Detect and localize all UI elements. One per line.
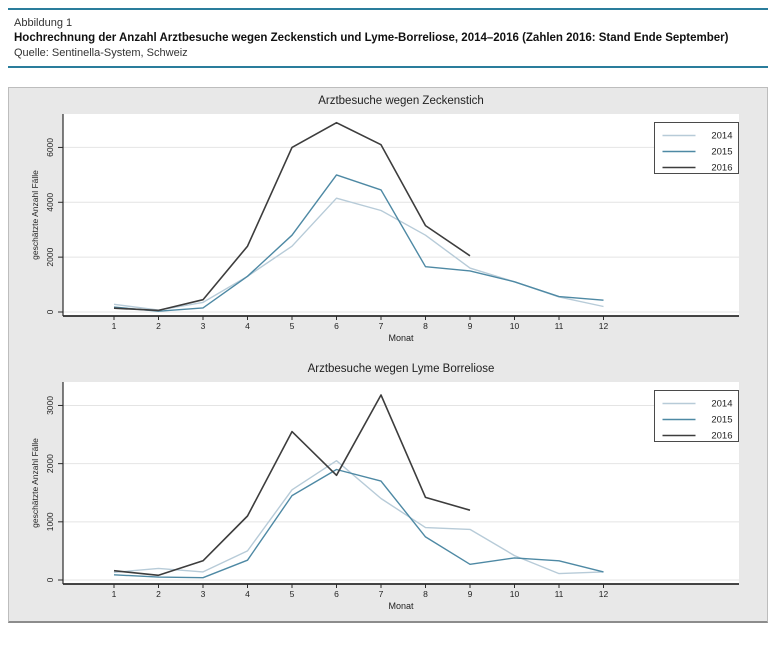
x-axis-title: Monat — [388, 333, 414, 343]
legend-label-2015: 2015 — [711, 147, 732, 158]
series-line-2015 — [113, 174, 604, 312]
y-tick-label: 2000 — [45, 454, 55, 473]
legend-box — [654, 390, 739, 442]
x-tick-label: 8 — [423, 589, 428, 599]
legend-label-2016: 2016 — [711, 431, 732, 442]
plot-area — [63, 114, 739, 316]
y-tick-label: 0 — [45, 309, 55, 314]
y-tick-label: 4000 — [45, 193, 55, 212]
x-tick-label: 2 — [156, 321, 161, 331]
x-tick-label: 1 — [112, 589, 117, 599]
x-tick-label: 6 — [334, 321, 339, 331]
y-axis-title: geschätzte Anzahl Fälle — [30, 170, 40, 260]
series-line-2016 — [113, 394, 471, 577]
x-tick-label: 3 — [201, 589, 206, 599]
series-line-2015 — [113, 468, 604, 579]
x-tick-label: 10 — [510, 589, 520, 599]
chart-lyme: 0 1000 2000 3000 1 2 3 4 5 6 7 8 9 10 11 12 Monat geschät… — [9, 356, 767, 624]
x-tick-label: 4 — [245, 321, 250, 331]
y-tick-label: 6000 — [45, 138, 55, 157]
chart-zeckenstich: 0 2000 4000 6000 1 2 3 4 5 6 7 8 9 10 11 12 Monat geschät… — [9, 88, 767, 356]
figure-label: Abbildung 1 — [14, 17, 73, 29]
x-tick-label: 6 — [334, 589, 339, 599]
figure-source: Quelle: Sentinella-System, Schweiz — [14, 47, 188, 59]
figure-title: Hochrechnung der Anzahl Arztbesuche wege… — [14, 32, 729, 44]
y-tick-label: 3000 — [45, 396, 55, 415]
x-axis-title: Monat — [388, 601, 414, 611]
y-tick-label: 1000 — [45, 512, 55, 531]
x-tick-label: 5 — [290, 321, 295, 331]
y-tick-label: 2000 — [45, 247, 55, 266]
chart-title: Arztbesuche wegen Zeckenstich — [318, 95, 484, 107]
figure-box: 0 2000 4000 6000 1 2 3 4 5 6 7 8 9 10 11 12 Monat geschät… — [8, 87, 768, 623]
x-tick-label: 4 — [245, 589, 250, 599]
x-tick-label: 11 — [555, 321, 564, 331]
series-line-2016 — [113, 121, 471, 312]
x-tick-label: 1 — [112, 321, 117, 331]
x-tick-label: 7 — [379, 321, 384, 331]
figure-header: Abbildung 1 Hochrechnung der Anzahl Arzt… — [14, 16, 762, 61]
x-tick-label: 12 — [599, 321, 609, 331]
x-tick-label: 9 — [468, 589, 473, 599]
x-tick-label: 11 — [555, 589, 564, 599]
header-bottom-rule — [8, 66, 768, 68]
legend-label-2016: 2016 — [711, 163, 732, 174]
legend-label-2014: 2014 — [711, 131, 732, 142]
legend-label-2015: 2015 — [711, 415, 732, 426]
legend-box — [654, 122, 739, 174]
x-tick-label: 12 — [599, 589, 609, 599]
x-tick-label: 5 — [290, 589, 295, 599]
y-tick-label: 0 — [45, 577, 55, 582]
header-top-rule — [8, 8, 768, 10]
x-tick-label: 2 — [156, 589, 161, 599]
legend-label-2014: 2014 — [711, 399, 732, 410]
x-tick-label: 7 — [379, 589, 384, 599]
chart-title: Arztbesuche wegen Lyme Borreliose — [308, 363, 495, 375]
x-tick-label: 3 — [201, 321, 206, 331]
x-tick-label: 8 — [423, 321, 428, 331]
x-tick-label: 10 — [510, 321, 520, 331]
legend: 2014 2015 2016 — [654, 122, 739, 174]
y-axis-title: geschätzte Anzahl Fälle — [30, 438, 40, 528]
x-tick-label: 9 — [468, 321, 473, 331]
plot-area — [63, 382, 739, 584]
legend: 2014 2015 2016 — [654, 390, 739, 442]
